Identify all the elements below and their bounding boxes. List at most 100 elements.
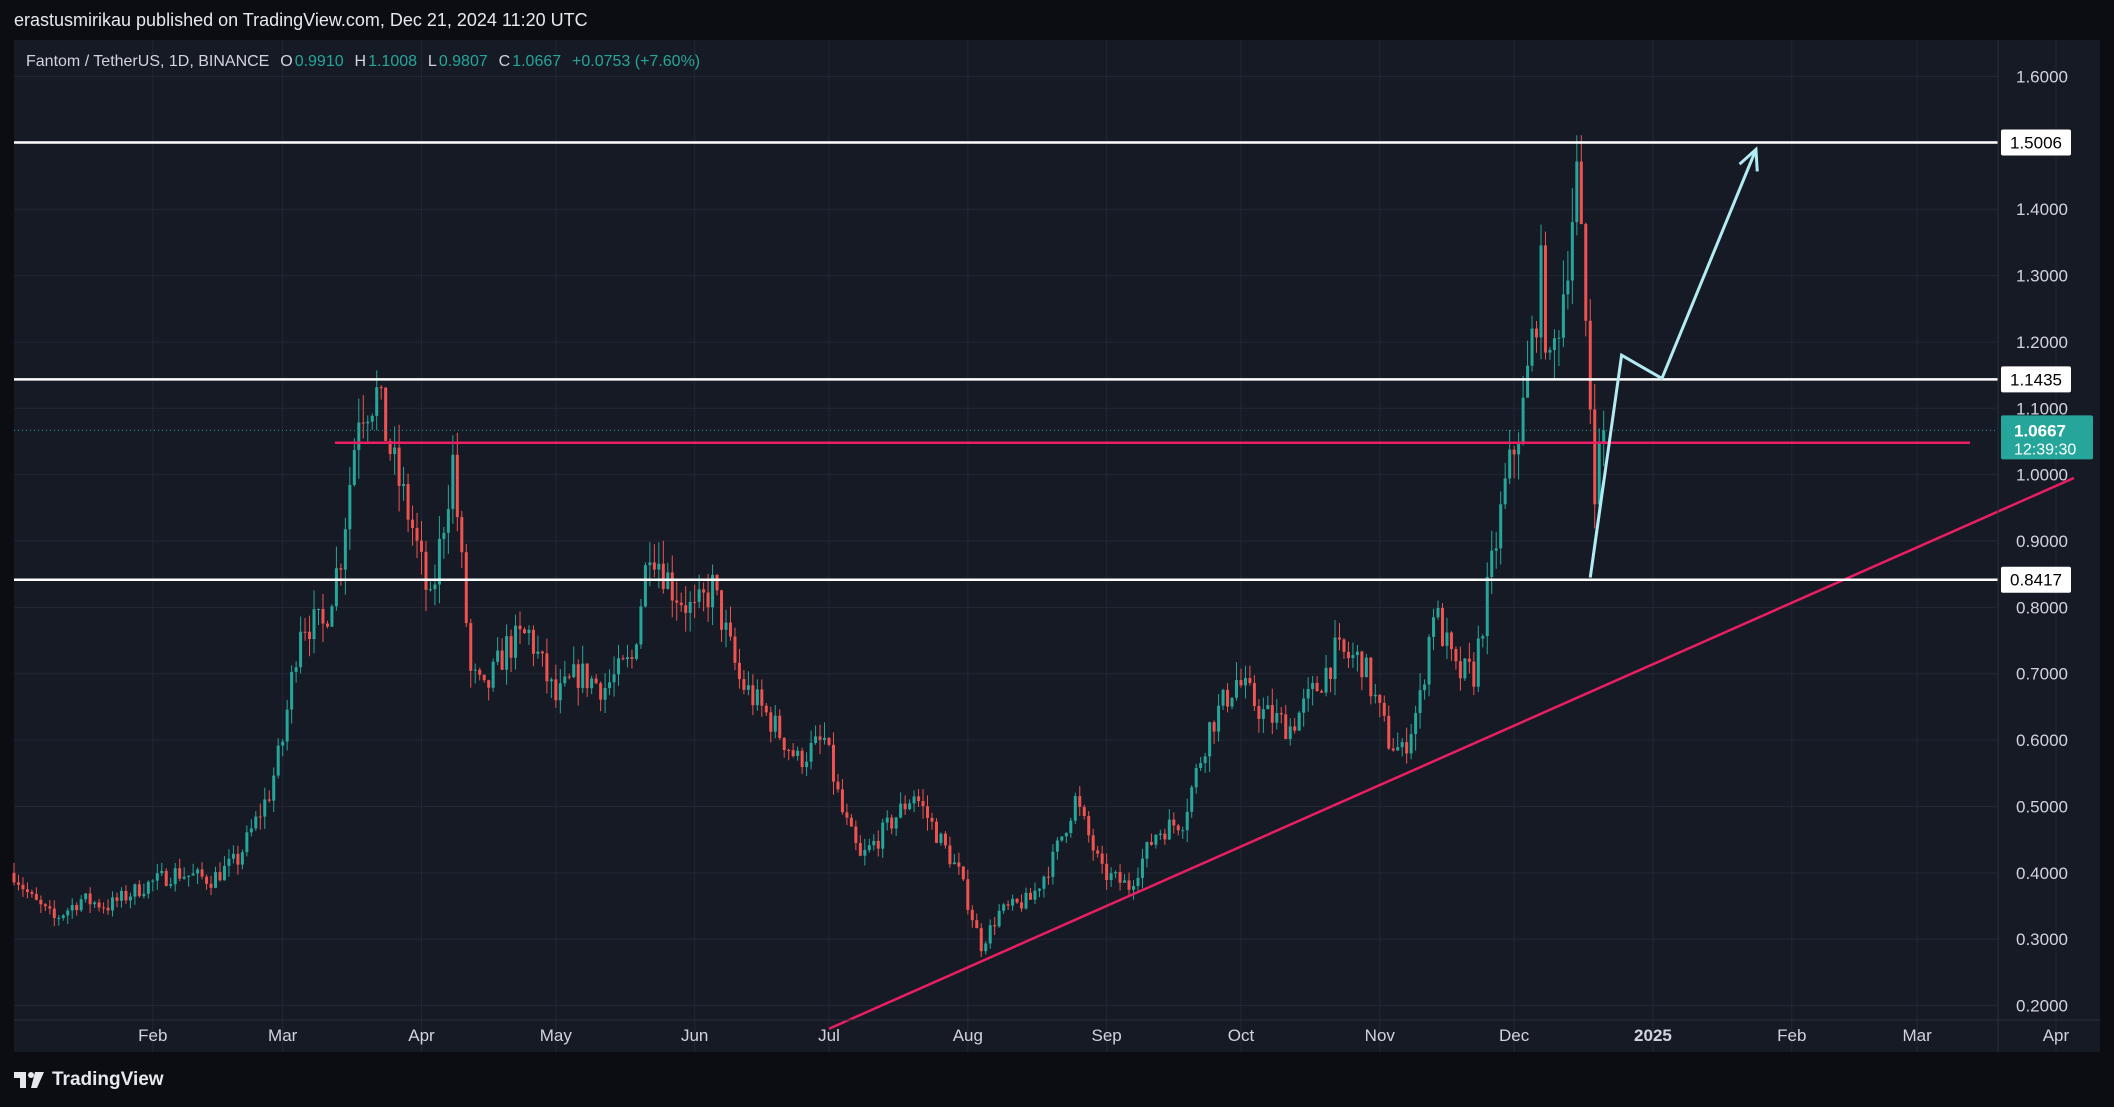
last-price-tag <box>2001 415 2093 460</box>
candle-body <box>460 517 464 553</box>
candle-body <box>782 737 786 751</box>
candle-body <box>1552 338 1556 351</box>
candle-body <box>890 817 894 829</box>
candle-body <box>205 876 209 884</box>
candle-body <box>643 565 647 607</box>
candle-body <box>119 890 123 901</box>
y-tick-label: 1.1000 <box>2016 399 2068 418</box>
candle-body <box>934 821 938 843</box>
candle-body <box>1588 320 1592 410</box>
candle-body <box>576 664 580 688</box>
candle-body <box>442 532 446 539</box>
candle-body <box>1105 863 1109 880</box>
candle-body <box>1526 365 1530 398</box>
candle-body <box>455 454 459 518</box>
y-tick-label: 0.7000 <box>2016 665 2068 684</box>
open-value: 0.9910 <box>294 53 344 70</box>
tradingview-logo[interactable]: TradingView <box>14 1069 164 1091</box>
x-tick-label: Jun <box>681 1026 708 1045</box>
candle-body <box>1266 705 1270 710</box>
candle-body <box>115 897 119 901</box>
candle-body <box>1208 722 1212 757</box>
candle-body <box>733 636 737 663</box>
candle-body <box>1458 661 1462 679</box>
x-tick-label: Dec <box>1499 1026 1530 1045</box>
candle-body <box>590 678 594 689</box>
candle-body <box>1311 682 1315 690</box>
high-value: 1.1008 <box>368 53 418 70</box>
candle-body <box>617 658 621 675</box>
symbol-legend: Fantom / TetherUS, 1D, BINANCE O 0.9910 H… <box>26 53 702 71</box>
candle-body <box>805 761 809 768</box>
x-tick-label: Apr <box>408 1026 435 1045</box>
candle-body <box>1409 734 1413 754</box>
candle-body <box>1517 442 1521 455</box>
candle-body <box>823 737 827 740</box>
candle-body <box>16 882 20 885</box>
candle-body <box>1302 698 1306 713</box>
candle-body <box>1396 747 1400 751</box>
publisher-caption: erastusmirikau published on TradingView.… <box>14 10 588 30</box>
candle-body <box>599 683 603 700</box>
candle-body <box>1248 678 1252 684</box>
candle-body <box>997 910 1001 927</box>
y-tick-label: 1.0000 <box>2016 466 2068 485</box>
candle-body <box>1355 651 1359 656</box>
candle-body <box>1149 842 1153 845</box>
candle-body <box>482 674 486 681</box>
candle-body <box>679 602 683 606</box>
candle-body <box>1508 449 1512 479</box>
candle-body <box>339 568 343 570</box>
candle-body <box>693 601 697 603</box>
candle-body <box>787 750 791 752</box>
candle-body <box>1033 890 1037 900</box>
candle-body <box>684 605 688 613</box>
candle-body <box>48 906 52 909</box>
candle-body <box>1118 872 1122 883</box>
chart-area[interactable]: 1.6000 1.4000 1.3000 1.2000 1.1000 1.0000 0.90… <box>0 40 2114 1055</box>
candle-body <box>97 902 101 908</box>
candle-body <box>764 705 768 713</box>
candle-body <box>1181 830 1185 832</box>
x-tick-label: 2025 <box>1634 1026 1672 1045</box>
y-tick-label: 1.6000 <box>2016 67 2068 86</box>
candle-body <box>428 589 432 591</box>
candle-body <box>151 880 155 882</box>
candle-body <box>943 833 947 846</box>
candle-body <box>487 680 491 688</box>
candle-body <box>334 568 338 607</box>
ascending-trendline <box>828 476 2075 1030</box>
candle-body <box>424 551 428 590</box>
candle-body <box>1096 850 1100 854</box>
top-bar: erastusmirikau published on TradingView.… <box>0 0 2114 40</box>
candle-body <box>1176 825 1180 831</box>
candle-body <box>984 943 988 952</box>
candle-body <box>970 909 974 921</box>
candle-body <box>1454 648 1458 662</box>
candle-body <box>249 828 253 833</box>
y-tick-label: 0.8000 <box>2016 598 2068 617</box>
candle-body <box>1024 892 1028 909</box>
candle-body <box>79 899 83 911</box>
candle-body <box>173 868 177 885</box>
candle-body <box>1472 661 1476 687</box>
candle-body <box>585 663 589 689</box>
candle-body <box>527 629 531 634</box>
y-tick-label: 0.2000 <box>2016 997 2068 1016</box>
candle-body <box>263 799 267 817</box>
candle-body <box>200 869 204 877</box>
candle-body <box>1503 478 1507 505</box>
candle-body <box>1114 872 1118 874</box>
candle-body <box>849 817 853 827</box>
candle-body <box>657 563 661 570</box>
candle-body <box>845 812 849 818</box>
candle-body <box>366 421 370 424</box>
candle-body <box>1167 819 1171 840</box>
candle-body <box>214 872 218 888</box>
candle-body <box>469 623 473 671</box>
y-tick-label: 1.4000 <box>2016 200 2068 219</box>
candle-body <box>446 509 450 533</box>
candle-body <box>554 679 558 701</box>
candle-body <box>872 840 876 846</box>
candle-body <box>88 893 92 905</box>
